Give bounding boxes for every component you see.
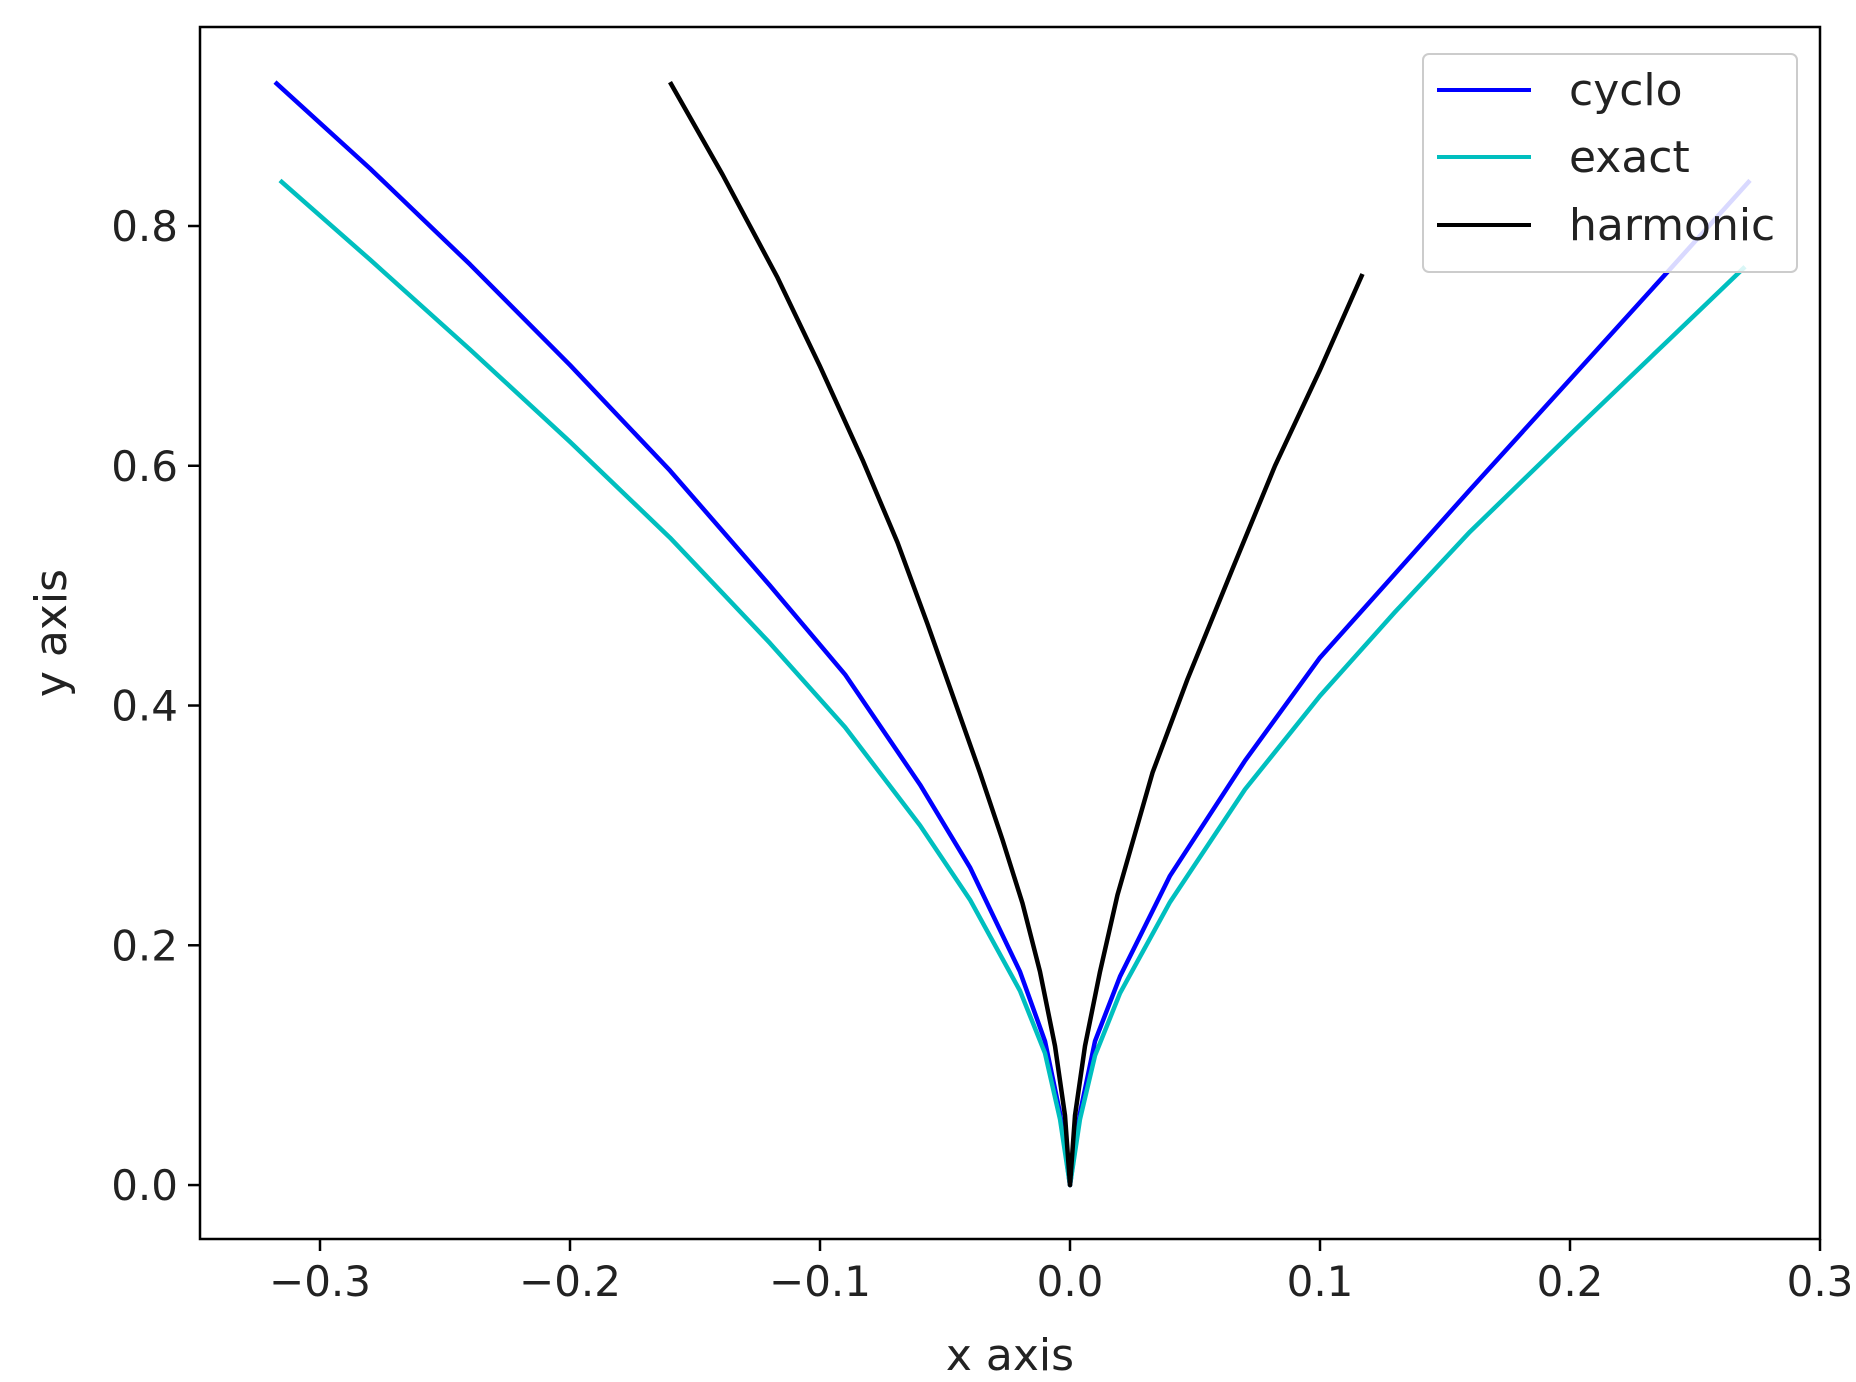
legend-label-cyclo: cyclo — [1569, 65, 1683, 116]
y-axis-label: y axis — [26, 569, 77, 697]
x-tick-label: 0.2 — [1537, 1257, 1604, 1306]
legend-box — [1422, 53, 1798, 273]
y-tick-label: 0.2 — [111, 921, 178, 970]
legend: cyclo exact harmonic — [1422, 53, 1798, 273]
series-line-harmonic — [668, 80, 1365, 1188]
plot-frame — [198, 25, 1822, 1241]
y-tick-label: 0.0 — [111, 1161, 178, 1210]
x-tick-label: −0.3 — [269, 1257, 371, 1306]
x-axis-label: x axis — [946, 1330, 1074, 1381]
x-tick-label: −0.1 — [769, 1257, 871, 1306]
series-line-exact — [278, 178, 1747, 1188]
y-axis-ticks: 0.0 0.2 0.4 0.6 0.8 — [111, 202, 200, 1210]
x-tick-label: −0.2 — [519, 1257, 621, 1306]
y-tick-label: 0.4 — [111, 682, 178, 731]
legend-label-exact: exact — [1569, 132, 1690, 183]
x-axis-ticks: −0.3 −0.2 −0.1 0.0 0.1 0.2 0.3 — [269, 1239, 1853, 1306]
y-tick-label: 0.6 — [111, 442, 178, 491]
plot-lines — [273, 80, 1752, 1188]
x-tick-label: 0.1 — [1287, 1257, 1354, 1306]
y-tick-label: 0.8 — [111, 202, 178, 251]
legend-label-harmonic: harmonic — [1569, 200, 1775, 251]
x-tick-label: 0.0 — [1037, 1257, 1104, 1306]
x-tick-label: 0.3 — [1787, 1257, 1854, 1306]
